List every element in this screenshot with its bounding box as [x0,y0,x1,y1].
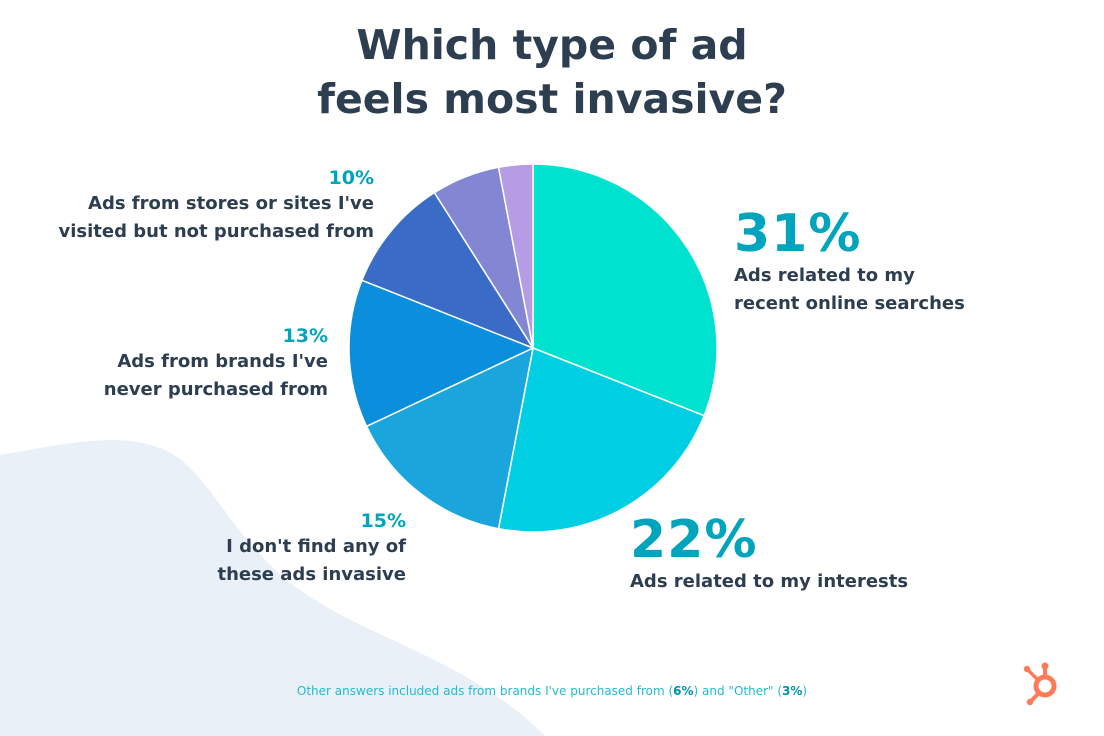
pie-slice-3 [497,163,534,349]
chart-title-line-1: Which type of ad [356,21,748,69]
slice-label-10: 10% Ads from stores or sites I've visite… [30,166,374,246]
slice-13-percent: 13% [282,325,328,347]
footnote: Other answers included ads from brands I… [0,684,1104,698]
slice-15-desc-line-2: these ads invasive [217,564,406,585]
slice-label-13: 13% Ads from brands I've never purchased… [88,324,328,404]
slice-15-percent: 15% [360,510,406,532]
pie-slice-10 [360,191,535,350]
pie-slice-22 [497,346,706,533]
slice-label-15: 15% I don't find any of these ads invasi… [206,509,406,589]
footnote-value-other: 3% [782,684,803,698]
slice-10-desc-line-2: visited but not purchased from [58,221,374,242]
pie-slice-13 [348,279,535,428]
footnote-part-1: Other answers included ads from brands I… [296,684,674,698]
chart-title: Which type of ad feels most invasive? [0,18,1104,126]
pie-slice-15 [365,346,535,530]
slice-31-percent: 31% [734,204,862,264]
chart-title-line-2: feels most invasive? [317,75,787,123]
slice-10-percent: 10% [328,167,374,189]
slice-label-31: 31% Ads related to my recent online sear… [734,206,965,318]
slice-22-desc-line-1: Ads related to my interests [630,571,909,592]
slice-label-22: 22% Ads related to my interests [630,512,908,596]
slice-13-desc-line-1: Ads from brands I've [117,351,328,372]
hubspot-sprocket-icon [1023,662,1057,706]
slice-22-percent: 22% [630,510,758,570]
footnote-part-3: ) [802,684,808,698]
slice-31-desc-line-1: Ads related to my [734,265,915,286]
slice-15-desc-line-1: I don't find any of [226,536,406,557]
footnote-value-brands-purchased: 6% [673,684,694,698]
slice-13-desc-line-2: never purchased from [103,379,328,400]
slice-31-desc-line-2: recent online searches [734,293,965,314]
pie-slice-31 [532,163,718,417]
slice-10-desc-line-1: Ads from stores or sites I've [88,193,374,214]
footnote-part-2: ) and "Other" ( [693,684,783,698]
